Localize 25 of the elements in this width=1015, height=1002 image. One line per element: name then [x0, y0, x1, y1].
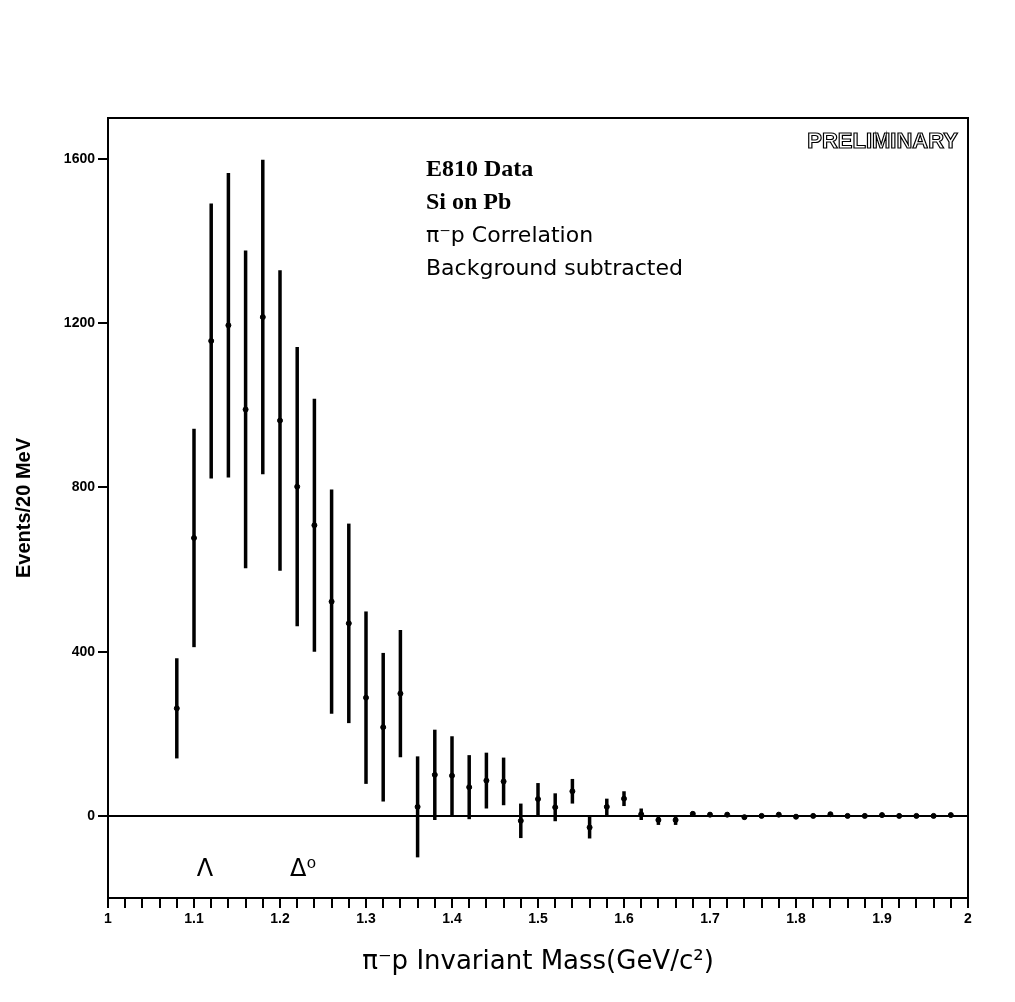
x-tick-label: 1.1 [184, 910, 204, 927]
y-axis-title: Events/20 MeV [11, 437, 34, 579]
x-tick-label: 1.2 [270, 910, 290, 927]
x-axis-title: π⁻p Invariant Mass(GeV/c²) [362, 945, 714, 976]
x-tick-label: 1.7 [700, 910, 720, 927]
annotation: Background subtracted [426, 255, 683, 280]
annotation: E810 Data [426, 155, 534, 181]
x-tick-label: 2 [964, 910, 973, 927]
x-tick-label: 1 [104, 910, 113, 927]
x-tick-label: 1.4 [442, 910, 462, 927]
y-tick-label: 800 [71, 478, 96, 495]
annotation: PRELIMINARY [807, 128, 959, 153]
annotation: Si on Pb [426, 188, 512, 214]
y-tick-label: 0 [87, 806, 96, 823]
y-tick-label: 400 [71, 642, 96, 659]
x-tick-label: 1.6 [614, 910, 634, 927]
annotation: Δ⁰ [289, 854, 317, 882]
y-tick-label: 1600 [63, 149, 96, 166]
annotation: Λ [196, 854, 214, 882]
x-tick-label: 1.5 [528, 910, 548, 927]
annotation: π⁻p Correlation [426, 222, 594, 247]
x-tick-label: 1.3 [356, 910, 376, 927]
x-tick-label: 1.9 [872, 910, 892, 927]
y-tick-label: 1200 [63, 314, 96, 331]
x-tick-label: 1.8 [786, 910, 806, 927]
